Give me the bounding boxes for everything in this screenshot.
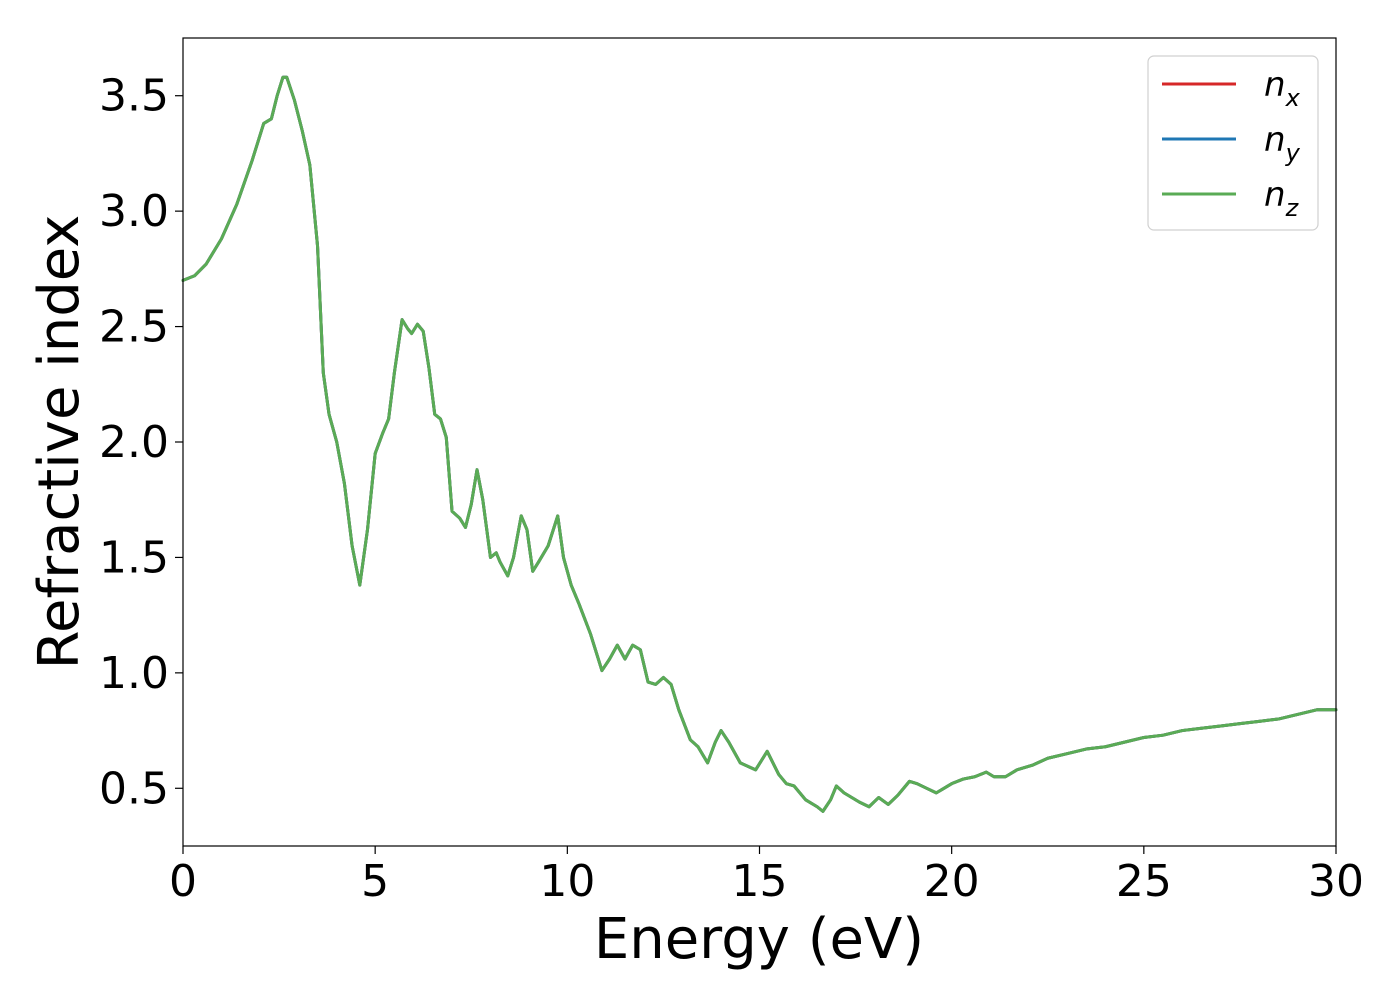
x-tick-label: 30	[1308, 856, 1364, 907]
x-tick-label: 15	[732, 856, 788, 907]
y-tick-label: 0.5	[99, 763, 169, 814]
y-tick-label: 1.0	[99, 648, 169, 699]
legend-label-y: ny	[1264, 120, 1301, 167]
y-tick-label: 1.5	[99, 532, 169, 583]
legend-label-base: n	[1264, 175, 1286, 215]
legend-label-base: n	[1264, 120, 1286, 160]
y-tick-label: 3.5	[99, 71, 169, 122]
y-tick-label: 2.5	[99, 302, 169, 353]
x-axis-ticks: 0 5 10 15 20 25 30	[169, 846, 1364, 907]
legend-label-subscript: x	[1285, 84, 1301, 112]
legend-label-base: n	[1264, 65, 1286, 105]
x-tick-label: 10	[539, 856, 595, 907]
x-tick-label: 0	[169, 856, 197, 907]
y-tick-label: 2.0	[99, 417, 169, 468]
legend-box	[1147, 55, 1319, 231]
legend-label-subscript: y	[1285, 139, 1301, 167]
y-axis-title: Refractive index	[27, 215, 92, 670]
x-axis-title: Energy (eV)	[594, 907, 924, 972]
x-tick-label: 20	[924, 856, 980, 907]
x-tick-label: 25	[1116, 856, 1172, 907]
x-tick-label: 5	[361, 856, 389, 907]
legend-label-subscript: z	[1285, 194, 1300, 222]
legend-label-x: nx	[1264, 65, 1301, 112]
y-tick-label: 3.0	[99, 186, 169, 237]
legend-label-z: nz	[1264, 175, 1300, 222]
y-axis-ticks: 0.5 1.0 1.5 2.0 2.5 3.0 3.5	[99, 71, 183, 814]
series-line-z	[181, 75, 1338, 813]
